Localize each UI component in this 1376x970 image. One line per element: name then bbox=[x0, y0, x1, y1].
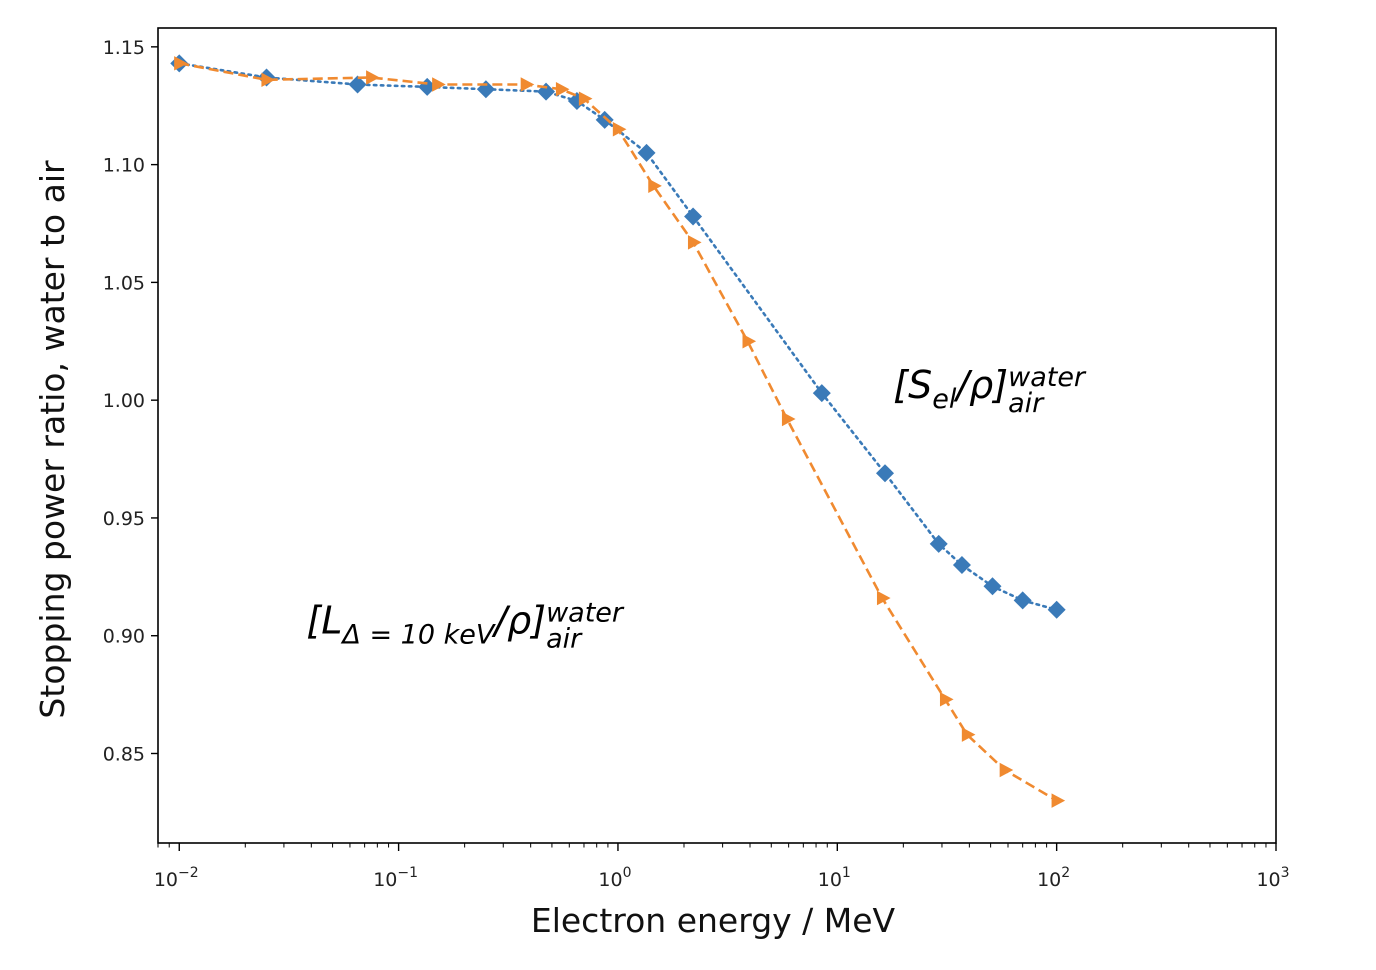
series-2-point bbox=[612, 122, 627, 137]
ticks-layer: 0.85 0.90 0.95 1.00 1.05 1.10 1.15 10−2 10−1 100 1… bbox=[103, 37, 1290, 891]
series-1-point bbox=[983, 577, 1002, 596]
series-2-line bbox=[179, 62, 1058, 802]
axis-labels: Electron energy / MeV Stopping power rat… bbox=[33, 160, 896, 940]
y-tick-label: 1.10 bbox=[103, 155, 145, 177]
series-2-point bbox=[555, 82, 570, 97]
y-tick-label: 0.90 bbox=[103, 626, 145, 648]
series-1-point bbox=[348, 75, 367, 94]
series-1-point bbox=[952, 556, 971, 575]
series-2-point bbox=[999, 762, 1014, 778]
series-2-point bbox=[432, 77, 446, 92]
series-2-point bbox=[174, 56, 188, 71]
series-2-point bbox=[687, 235, 702, 250]
y-tick-label: 0.95 bbox=[103, 508, 145, 530]
series-2-point bbox=[876, 590, 891, 606]
series-2-point bbox=[939, 692, 954, 707]
series-1-point bbox=[595, 110, 614, 129]
series-1-point bbox=[684, 207, 703, 226]
series-2-point bbox=[261, 72, 276, 88]
x-tick-label: 100 bbox=[598, 865, 631, 891]
annotation-l-delta: [LΔ = 10 keV/ρ]water air bbox=[306, 597, 624, 654]
series-2-point bbox=[520, 77, 535, 92]
series-1-line bbox=[178, 61, 1058, 612]
series-2-point bbox=[961, 727, 976, 742]
series-2-point bbox=[648, 178, 662, 194]
series-1-point bbox=[1013, 591, 1032, 610]
y-axis-label: Stopping power ratio, water to air bbox=[33, 160, 72, 719]
x-tick-label: 10−2 bbox=[154, 865, 199, 891]
y-tick-label: 1.15 bbox=[103, 37, 145, 59]
series-2-point bbox=[366, 70, 380, 85]
series-1-point bbox=[876, 464, 895, 483]
annotations: [Sel/ρ]water air [LΔ = 10 keV/ρ]water air bbox=[306, 362, 1087, 655]
plot-frame bbox=[157, 27, 1277, 844]
y-tick-label: 0.85 bbox=[103, 743, 145, 765]
annotation-s-el: [Sel/ρ]water air bbox=[893, 362, 1087, 419]
series-2-point bbox=[1051, 793, 1066, 808]
series-1-point bbox=[1047, 600, 1066, 619]
x-axis-label: Electron energy / MeV bbox=[531, 901, 896, 940]
x-tick-label: 102 bbox=[1037, 865, 1070, 891]
series-layer bbox=[170, 54, 1066, 808]
y-tick-label: 1.00 bbox=[103, 390, 145, 412]
x-tick-label: 103 bbox=[1256, 865, 1289, 891]
series-1-point bbox=[476, 80, 495, 99]
series-2-point bbox=[742, 334, 757, 349]
series-2-point bbox=[781, 411, 796, 427]
series-1-point bbox=[637, 143, 656, 162]
y-tick-label: 1.05 bbox=[103, 272, 145, 294]
series-1-point bbox=[812, 384, 831, 403]
series-1-point bbox=[929, 534, 948, 553]
series-2-point bbox=[578, 91, 593, 106]
x-tick-label: 101 bbox=[818, 865, 851, 891]
x-tick-label: 10−1 bbox=[373, 865, 418, 891]
